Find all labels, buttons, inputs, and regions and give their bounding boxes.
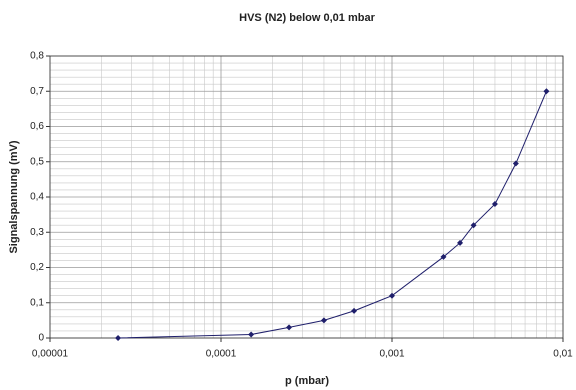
y-tick-label: 0,5 xyxy=(30,156,44,167)
x-tick-label: 0,01 xyxy=(553,349,573,360)
data-point xyxy=(351,307,358,314)
data-point xyxy=(115,335,122,341)
y-tick-label: 0,6 xyxy=(30,121,44,132)
data-line xyxy=(118,91,547,339)
y-tick-label: 0,8 xyxy=(30,51,44,62)
data-point xyxy=(440,253,447,260)
x-tick-label: 0,00001 xyxy=(32,349,69,360)
x-tick-label: 0,0001 xyxy=(206,349,237,360)
y-tick-label: 0,2 xyxy=(30,262,44,273)
data-point xyxy=(457,239,464,246)
data-point xyxy=(286,324,293,331)
data-point xyxy=(248,331,255,338)
data-point xyxy=(491,201,498,208)
data-point xyxy=(389,292,395,299)
chart-title: HVS (N2) below 0,01 mbar xyxy=(239,12,375,24)
y-tick-label: 0 xyxy=(38,333,44,344)
data-point xyxy=(470,222,477,229)
y-axis-title: Signalspannung (mV) xyxy=(8,140,20,253)
data-point xyxy=(512,160,519,167)
y-tick-label: 0,3 xyxy=(30,227,44,238)
x-axis-title: p (mbar) xyxy=(285,375,329,387)
plot-frame xyxy=(49,55,564,339)
data-point xyxy=(320,317,327,324)
y-tick-label: 0,1 xyxy=(30,297,44,308)
y-tick-label: 0,7 xyxy=(30,86,44,97)
y-tick-label: 0,4 xyxy=(30,192,44,203)
x-tick-label: 0,001 xyxy=(379,349,404,360)
data-point xyxy=(543,88,550,95)
